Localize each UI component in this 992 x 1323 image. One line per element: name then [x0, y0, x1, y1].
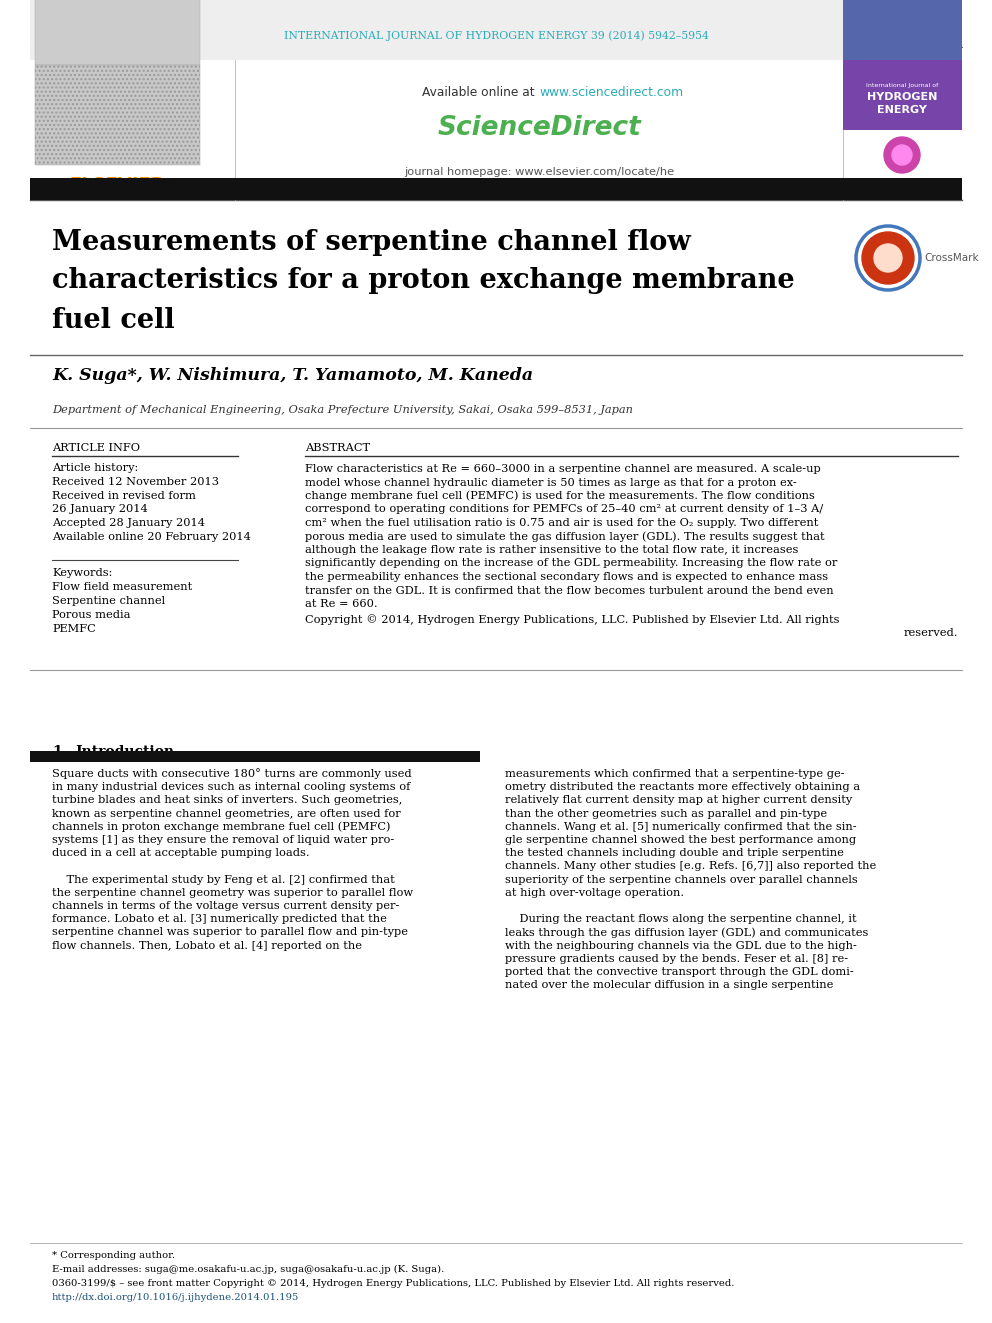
Circle shape: [892, 146, 912, 165]
Text: relatively flat current density map at higher current density: relatively flat current density map at h…: [505, 795, 852, 806]
Text: Measurements of serpentine channel flow: Measurements of serpentine channel flow: [52, 229, 690, 255]
Text: nated over the molecular diffusion in a single serpentine: nated over the molecular diffusion in a …: [505, 980, 833, 990]
Circle shape: [884, 138, 920, 173]
Bar: [30, 0, 962, 60]
Text: Accepted 28 January 2014: Accepted 28 January 2014: [52, 519, 205, 528]
Text: ometry distributed the reactants more effectively obtaining a: ometry distributed the reactants more ef…: [505, 782, 860, 792]
Text: the serpentine channel geometry was superior to parallel flow: the serpentine channel geometry was supe…: [52, 888, 413, 898]
Text: Flow field measurement: Flow field measurement: [52, 582, 192, 591]
Text: model whose channel hydraulic diameter is 50 times as large as that for a proton: model whose channel hydraulic diameter i…: [305, 478, 797, 487]
Text: K. Suga*, W. Nishimura, T. Yamamoto, M. Kaneda: K. Suga*, W. Nishimura, T. Yamamoto, M. …: [52, 366, 533, 384]
Text: Keywords:: Keywords:: [52, 568, 112, 578]
Text: Square ducts with consecutive 180° turns are commonly used: Square ducts with consecutive 180° turns…: [52, 769, 412, 779]
Text: fuel cell: fuel cell: [52, 307, 175, 333]
Text: http://dx.doi.org/10.1016/j.ijhydene.2014.01.195: http://dx.doi.org/10.1016/j.ijhydene.201…: [52, 1293, 300, 1302]
Text: correspond to operating conditions for PEMFCs of 25–40 cm² at current density of: correspond to operating conditions for P…: [305, 504, 823, 515]
Text: Article history:: Article history:: [52, 463, 138, 474]
Text: significantly depending on the increase of the GDL permeability. Increasing the : significantly depending on the increase …: [305, 558, 837, 569]
Text: During the reactant flows along the serpentine channel, it: During the reactant flows along the serp…: [505, 914, 857, 925]
Text: pressure gradients caused by the bends. Feser et al. [8] re-: pressure gradients caused by the bends. …: [505, 954, 848, 963]
Text: HYDROGEN: HYDROGEN: [867, 93, 937, 102]
Bar: [30, 751, 480, 762]
Bar: [35, 0, 200, 65]
Bar: [843, 60, 962, 130]
Text: Serpentine channel: Serpentine channel: [52, 595, 165, 606]
Text: INTERNATIONAL JOURNAL OF HYDROGEN ENERGY 39 (2014) 5942–5954: INTERNATIONAL JOURNAL OF HYDROGEN ENERGY…: [284, 30, 708, 41]
Text: leaks through the gas diffusion layer (GDL) and communicates: leaks through the gas diffusion layer (G…: [505, 927, 868, 938]
Text: ScienceDirect: ScienceDirect: [437, 115, 641, 142]
Text: flow channels. Then, Lobato et al. [4] reported on the: flow channels. Then, Lobato et al. [4] r…: [52, 941, 362, 951]
Text: Department of Mechanical Engineering, Osaka Prefecture University, Sakai, Osaka : Department of Mechanical Engineering, Os…: [52, 405, 633, 415]
Text: The experimental study by Feng et al. [2] confirmed that: The experimental study by Feng et al. [2…: [52, 875, 395, 885]
Text: Received 12 November 2013: Received 12 November 2013: [52, 478, 219, 487]
Text: cm² when the fuel utilisation ratio is 0.75 and air is used for the O₂ supply. T: cm² when the fuel utilisation ratio is 0…: [305, 519, 818, 528]
Text: www.sciencedirect.com: www.sciencedirect.com: [539, 86, 683, 98]
Text: Porous media: Porous media: [52, 610, 131, 620]
Text: formance. Lobato et al. [3] numerically predicted that the: formance. Lobato et al. [3] numerically …: [52, 914, 387, 925]
Text: channels in terms of the voltage versus current density per-: channels in terms of the voltage versus …: [52, 901, 400, 912]
Text: channels in proton exchange membrane fuel cell (PEMFC): channels in proton exchange membrane fue…: [52, 822, 391, 832]
Text: ported that the convective transport through the GDL domi-: ported that the convective transport thr…: [505, 967, 854, 976]
Text: ABSTRACT: ABSTRACT: [305, 443, 370, 452]
Text: at Re = 660.: at Re = 660.: [305, 599, 378, 609]
Text: than the other geometries such as parallel and pin-type: than the other geometries such as parall…: [505, 808, 827, 819]
Text: the permeability enhances the sectional secondary flows and is expected to enhan: the permeability enhances the sectional …: [305, 572, 828, 582]
Text: Received in revised form: Received in revised form: [52, 491, 195, 501]
Text: International Journal of: International Journal of: [866, 82, 938, 87]
Text: the tested channels including double and triple serpentine: the tested channels including double and…: [505, 848, 844, 859]
Text: Available online 20 February 2014: Available online 20 February 2014: [52, 532, 251, 542]
Text: ARTICLE INFO: ARTICLE INFO: [52, 443, 140, 452]
Bar: [30, 179, 962, 200]
Text: serpentine channel was superior to parallel flow and pin-type: serpentine channel was superior to paral…: [52, 927, 408, 938]
Text: Copyright © 2014, Hydrogen Energy Publications, LLC. Published by Elsevier Ltd. : Copyright © 2014, Hydrogen Energy Public…: [305, 614, 839, 624]
Circle shape: [874, 243, 902, 273]
Text: at high over-voltage operation.: at high over-voltage operation.: [505, 888, 684, 898]
Text: channels. Many other studies [e.g. Refs. [6,7]] also reported the: channels. Many other studies [e.g. Refs.…: [505, 861, 876, 872]
Text: superiority of the serpentine channels over parallel channels: superiority of the serpentine channels o…: [505, 875, 858, 885]
Text: known as serpentine channel geometries, are often used for: known as serpentine channel geometries, …: [52, 808, 401, 819]
Text: ELSEVIER: ELSEVIER: [69, 176, 165, 194]
Text: * Corresponding author.: * Corresponding author.: [52, 1252, 175, 1261]
Bar: [235, 0, 843, 60]
Bar: [843, 0, 962, 60]
Text: measurements which confirmed that a serpentine-type ge-: measurements which confirmed that a serp…: [505, 769, 844, 779]
Text: with the neighbouring channels via the GDL due to the high-: with the neighbouring channels via the G…: [505, 941, 857, 951]
Text: systems [1] as they ensure the removal of liquid water pro-: systems [1] as they ensure the removal o…: [52, 835, 394, 845]
Text: Flow characteristics at Re = 660–3000 in a serpentine channel are measured. A sc: Flow characteristics at Re = 660–3000 in…: [305, 464, 820, 474]
Text: change membrane fuel cell (PEMFC) is used for the measurements. The flow conditi: change membrane fuel cell (PEMFC) is use…: [305, 491, 814, 501]
Text: Available online at: Available online at: [423, 86, 539, 98]
Text: duced in a cell at acceptable pumping loads.: duced in a cell at acceptable pumping lo…: [52, 848, 310, 859]
Bar: [30, 0, 235, 60]
Text: ENERGY: ENERGY: [877, 105, 927, 115]
Text: channels. Wang et al. [5] numerically confirmed that the sin-: channels. Wang et al. [5] numerically co…: [505, 822, 857, 832]
Text: E-mail addresses: suga@me.osakafu-u.ac.jp, suga@osakafu-u.ac.jp (K. Suga).: E-mail addresses: suga@me.osakafu-u.ac.j…: [52, 1265, 444, 1274]
Text: CrossMark: CrossMark: [924, 253, 979, 263]
Bar: [843, 0, 962, 60]
Text: reserved.: reserved.: [904, 627, 958, 638]
Text: Introduction: Introduction: [75, 745, 174, 759]
Text: although the leakage flow rate is rather insensitive to the total flow rate, it : although the leakage flow rate is rather…: [305, 545, 799, 556]
Text: 0360-3199/$ – see front matter Copyright © 2014, Hydrogen Energy Publications, L: 0360-3199/$ – see front matter Copyright…: [52, 1278, 734, 1287]
Text: turbine blades and heat sinks of inverters. Such geometries,: turbine blades and heat sinks of inverte…: [52, 795, 403, 806]
Text: gle serpentine channel showed the best performance among: gle serpentine channel showed the best p…: [505, 835, 856, 845]
Text: 1.: 1.: [52, 745, 66, 759]
Text: porous media are used to simulate the gas diffusion layer (GDL). The results sug: porous media are used to simulate the ga…: [305, 532, 824, 542]
Text: characteristics for a proton exchange membrane: characteristics for a proton exchange me…: [52, 267, 795, 295]
Text: PEMFC: PEMFC: [52, 624, 96, 634]
Text: transfer on the GDL. It is confirmed that the flow becomes turbulent around the : transfer on the GDL. It is confirmed tha…: [305, 586, 833, 595]
Circle shape: [862, 232, 914, 284]
Text: journal homepage: www.elsevier.com/locate/he: journal homepage: www.elsevier.com/locat…: [404, 167, 674, 177]
Text: 26 January 2014: 26 January 2014: [52, 504, 148, 515]
FancyBboxPatch shape: [35, 65, 200, 165]
Text: in many industrial devices such as internal cooling systems of: in many industrial devices such as inter…: [52, 782, 411, 792]
